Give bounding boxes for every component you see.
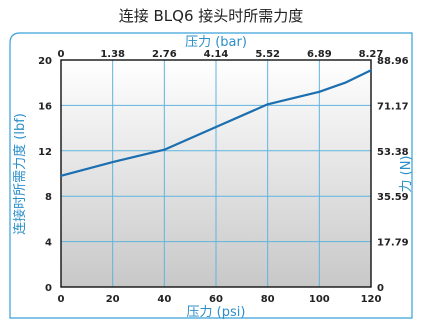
plot-border (60, 59, 372, 288)
x-top-tick-label: 8.27 (359, 49, 384, 60)
x-top-tick-label: 4.14 (204, 49, 229, 60)
y-right-tick-label: 17.79 (377, 238, 409, 249)
outer-frame (9, 32, 413, 319)
y-left-tick-label: 4 (45, 238, 52, 249)
x-bottom-tick-label: 20 (106, 294, 120, 305)
x-top-tick-label: 0 (58, 49, 65, 60)
x-bottom-tick-label: 100 (309, 294, 330, 305)
y-left-tick-label: 8 (45, 192, 52, 203)
y-right-axis-label: 力 (N) (399, 155, 414, 192)
y-right-tick-label: 88.96 (377, 56, 409, 67)
y-left-tick-label: 20 (38, 56, 52, 67)
y-left-axis-label: 连接时所需力度 (lbf) (12, 113, 28, 235)
series-line (59, 69, 373, 177)
x-top-axis-label: 压力 (bar) (185, 35, 247, 50)
x-bottom-tick-label: 120 (361, 294, 382, 305)
x-bottom-tick-label: 60 (209, 294, 223, 305)
y-left-tick-label: 16 (38, 101, 52, 112)
x-bottom-axis-label: 压力 (psi) (187, 305, 246, 320)
y-right-tick-label: 71.17 (377, 101, 409, 112)
chart-title: 连接 BLQ6 接头时所需力度 (119, 7, 304, 25)
y-right-tick-label: 35.59 (377, 192, 409, 203)
y-right-tick-label: 0 (377, 283, 384, 294)
x-bottom-tick-label: 80 (261, 294, 275, 305)
y-left-tick-label: 12 (38, 147, 52, 158)
x-top-tick-label: 2.76 (152, 49, 177, 60)
y-right-tick-label: 53.38 (377, 147, 409, 158)
x-bottom-tick-label: 40 (157, 294, 171, 305)
x-top-tick-label: 6.89 (307, 49, 332, 60)
y-left-tick-label: 0 (45, 283, 52, 294)
x-bottom-tick-label: 0 (58, 294, 65, 305)
x-top-tick-label: 1.38 (100, 49, 125, 60)
x-top-tick-label: 5.52 (255, 49, 280, 60)
